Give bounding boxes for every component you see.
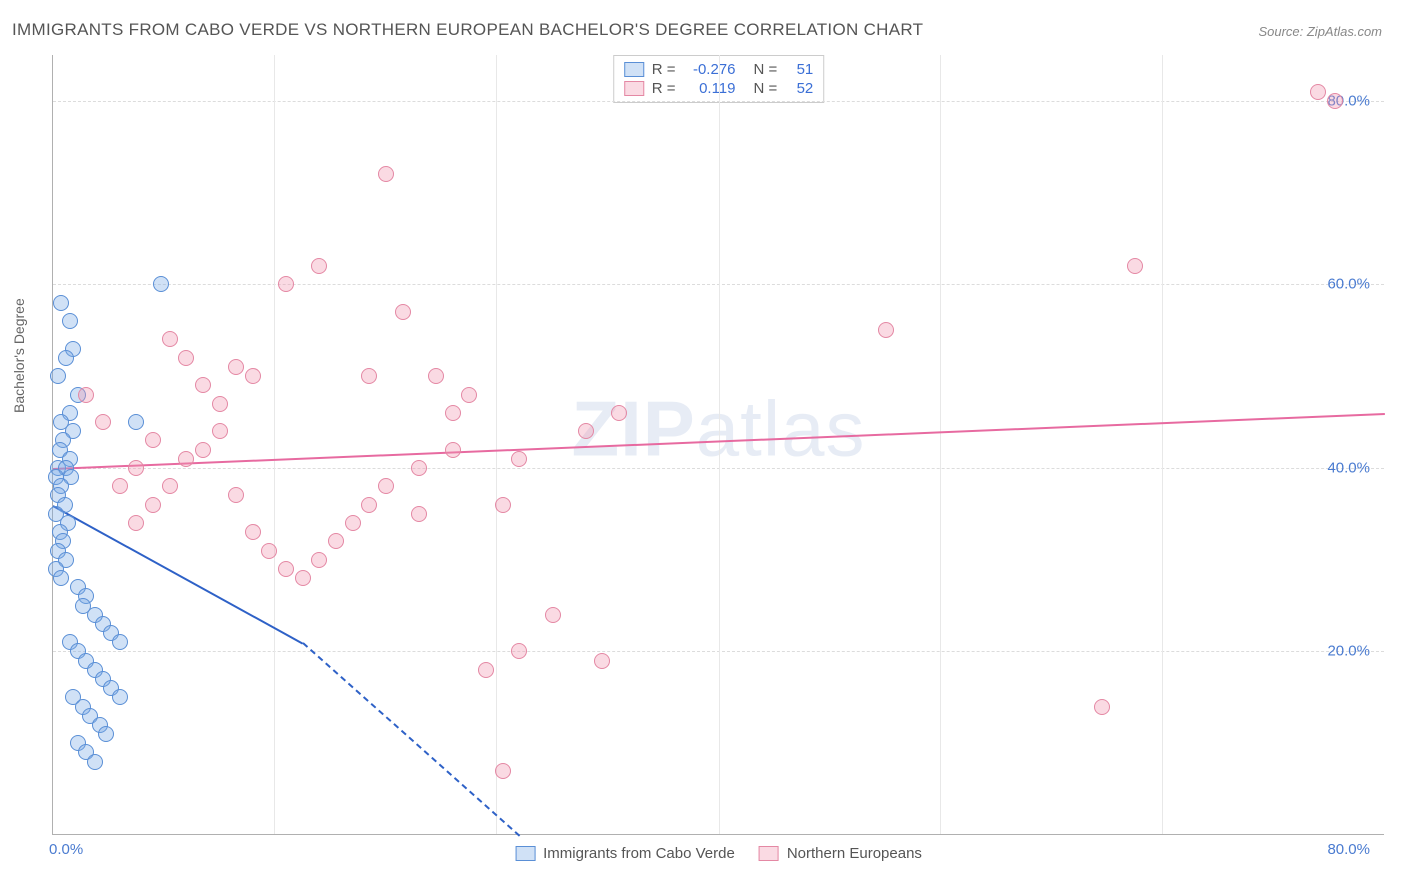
data-point [112,634,128,650]
data-point [594,653,610,669]
data-point [311,258,327,274]
data-point [162,478,178,494]
y-axis-label: Bachelor's Degree [11,298,27,413]
data-point [112,689,128,705]
data-point [87,754,103,770]
data-point [128,515,144,531]
data-point [112,478,128,494]
y-tick-label: 60.0% [1327,276,1370,293]
data-point [1310,84,1326,100]
data-point [98,726,114,742]
data-point [328,533,344,549]
data-point [611,405,627,421]
data-point [278,561,294,577]
gridline-vertical [1162,55,1163,834]
legend-n-value: 52 [785,80,813,97]
data-point [278,276,294,292]
data-point [361,497,377,513]
data-point [511,451,527,467]
data-point [378,166,394,182]
data-point [395,304,411,320]
gridline-vertical [496,55,497,834]
data-point [178,451,194,467]
data-point [411,460,427,476]
series-legend: Immigrants from Cabo Verde Northern Europ… [515,845,922,862]
data-point [878,322,894,338]
data-point [478,662,494,678]
gridline-vertical [719,55,720,834]
legend-swatch [624,62,644,77]
data-point [511,643,527,659]
data-point [411,506,427,522]
data-point [78,387,94,403]
data-point [228,359,244,375]
data-point [445,405,461,421]
data-point [245,524,261,540]
data-point [1094,699,1110,715]
data-point [53,295,69,311]
data-point [311,552,327,568]
legend-label: Northern Europeans [787,845,922,862]
data-point [1127,258,1143,274]
data-point [295,570,311,586]
data-point [128,414,144,430]
data-point [53,570,69,586]
data-point [62,313,78,329]
legend-item: Northern Europeans [759,845,922,862]
legend-swatch [759,846,779,861]
legend-n-label: N = [754,80,778,97]
data-point [195,442,211,458]
legend-r-label: R = [652,61,676,78]
data-point [95,414,111,430]
data-point [428,368,444,384]
legend-label: Immigrants from Cabo Verde [543,845,735,862]
data-point [378,478,394,494]
data-point [145,497,161,513]
source-attribution: Source: ZipAtlas.com [1258,24,1382,39]
data-point [345,515,361,531]
chart-title: IMMIGRANTS FROM CABO VERDE VS NORTHERN E… [12,20,923,40]
legend-item: Immigrants from Cabo Verde [515,845,735,862]
legend-r-value: 0.119 [684,80,736,97]
data-point [178,350,194,366]
data-point [545,607,561,623]
gridline-vertical [274,55,275,834]
data-point [145,432,161,448]
data-point [153,276,169,292]
data-point [50,368,66,384]
data-point [445,442,461,458]
legend-n-value: 51 [785,61,813,78]
legend-r-label: R = [652,80,676,97]
data-point [245,368,261,384]
x-tick-label: 80.0% [1327,841,1370,858]
data-point [261,543,277,559]
scatter-plot: ZIPatlas Bachelor's Degree R =-0.276N =5… [52,55,1384,835]
data-point [128,460,144,476]
trend-line [53,505,304,644]
legend-r-value: -0.276 [684,61,736,78]
gridline-vertical [940,55,941,834]
data-point [195,377,211,393]
data-point [461,387,477,403]
data-point [578,423,594,439]
data-point [58,350,74,366]
legend-swatch [624,81,644,96]
y-tick-label: 40.0% [1327,459,1370,476]
data-point [1327,93,1343,109]
data-point [162,331,178,347]
legend-n-label: N = [754,61,778,78]
legend-swatch [515,846,535,861]
data-point [495,497,511,513]
data-point [212,423,228,439]
data-point [212,396,228,412]
y-tick-label: 20.0% [1327,643,1370,660]
x-tick-label: 0.0% [49,841,83,858]
data-point [361,368,377,384]
data-point [495,763,511,779]
data-point [228,487,244,503]
